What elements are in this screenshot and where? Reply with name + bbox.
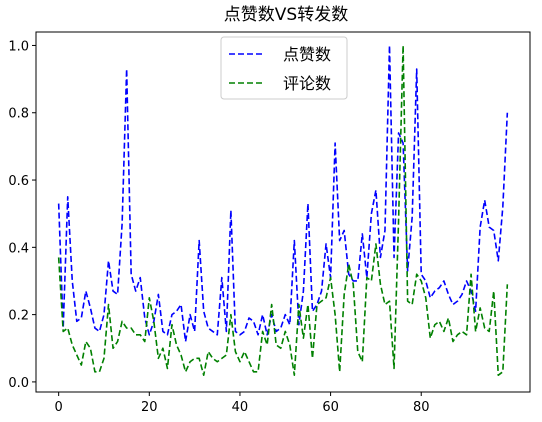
y-axis: 0.0 0.2 0.4 0.6 0.8 1.0 [8,39,36,391]
plot-area: 0 20 40 60 80 0.0 0.2 0.4 0.6 0.8 1.0 [8,31,531,415]
series-line-2 [57,44,509,376]
x-axis: 0 20 40 60 80 [55,392,430,415]
x-tick-label: 0 [55,400,63,415]
y-tick-label: 0.4 [8,241,29,256]
axes-frame [35,31,531,393]
x-tick-label: 80 [413,400,430,415]
legend-label-2: 评论数 [283,74,331,93]
y-tick-label: 0.6 [8,174,29,189]
series-line-1 [57,44,509,343]
series-lines [57,44,509,376]
y-tick-label: 0.0 [8,376,29,391]
x-tick-label: 20 [141,400,158,415]
x-tick-label: 40 [232,400,249,415]
legend-label-1: 点赞数 [283,45,331,64]
y-tick-label: 0.2 [8,309,29,324]
y-tick-label: 0.8 [8,107,29,122]
x-tick-label: 60 [322,400,339,415]
chart-title: 点赞数VS转发数 [224,5,348,25]
y-tick-label: 1.0 [8,39,29,54]
